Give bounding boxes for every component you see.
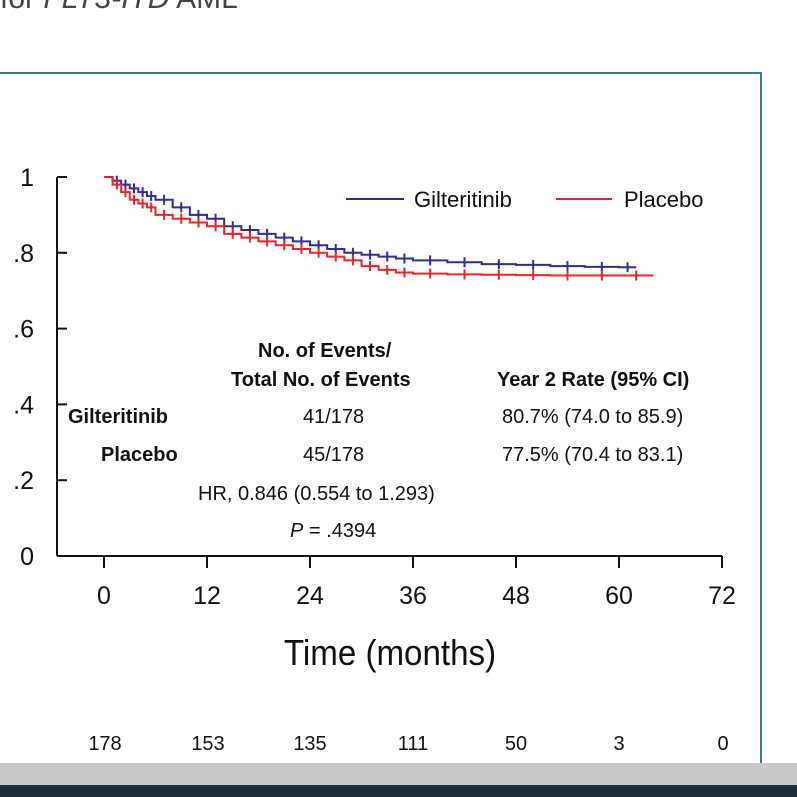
survival-curves (104, 176, 654, 277)
risk-count: 153 (191, 733, 225, 755)
y-tick-label: .8 (13, 240, 34, 268)
summary-row-arm: Placebo (101, 444, 178, 466)
x-tick-label: 72 (708, 582, 736, 610)
survival-curve-gilteritinib (104, 176, 637, 269)
survival-curve-placebo (104, 176, 654, 277)
figure-frame (0, 72, 762, 772)
summary-row-events: 41/178 (303, 406, 365, 428)
x-tick-label: 0 (97, 582, 111, 610)
bottom-strip (0, 785, 797, 797)
y-tick-label: .4 (13, 391, 34, 419)
y-tick-label: 1 (20, 164, 34, 192)
summary-row-rate: 80.7% (74.0 to 85.9) (502, 406, 684, 428)
p-value: P = .4394 (290, 520, 376, 543)
bottom-bar (0, 763, 797, 785)
y-tick-label: 0 (20, 543, 34, 571)
caption-suffix: AML (169, 0, 238, 15)
x-tick-label: 36 (399, 582, 427, 610)
y-tick-label: .2 (13, 467, 34, 495)
censor-marks (115, 175, 638, 281)
risk-count: 3 (613, 733, 625, 755)
summary-header-events: No. of Events/ (258, 340, 392, 362)
risk-count: 111 (397, 733, 429, 755)
risk-count: 50 (504, 733, 528, 755)
p-value-number: = .4394 (303, 520, 377, 542)
summary-row-events: 45/178 (303, 444, 365, 466)
x-tick-label: 48 (502, 582, 530, 610)
x-tick-label: 12 (193, 582, 221, 610)
axes: 0 .2 .4 .6 .8 1 0 12 24 36 48 60 72 (13, 164, 736, 610)
summary-row-arm: Gilteritinib (68, 406, 168, 428)
risk-count: 135 (293, 733, 327, 755)
x-tick-label: 60 (605, 582, 633, 610)
hazard-ratio: HR, 0.846 (0.554 to 1.293) (198, 483, 435, 505)
figure-caption: for FLT3-ITD AML (0, 0, 238, 16)
summary-row-rate: 77.5% (70.4 to 83.1) (502, 444, 684, 466)
legend: Gilteritinib Placebo (346, 187, 704, 212)
p-value-label: P (290, 520, 304, 542)
caption-italic: FLT3-ITD (43, 0, 169, 15)
x-axis-label: Time (months) (283, 632, 497, 673)
risk-count: 178 (88, 733, 122, 755)
risk-count: 0 (717, 733, 729, 755)
y-tick-label: .6 (13, 316, 34, 344)
legend-label-gilteritinib: Gilteritinib (414, 187, 512, 212)
summary-header-rate: Year 2 Rate (95% CI) (497, 369, 690, 391)
summary-header-total: Total No. of Events (231, 369, 411, 391)
x-tick-label: 24 (296, 582, 324, 610)
caption-prefix: for (0, 0, 43, 15)
legend-label-placebo: Placebo (624, 187, 704, 212)
